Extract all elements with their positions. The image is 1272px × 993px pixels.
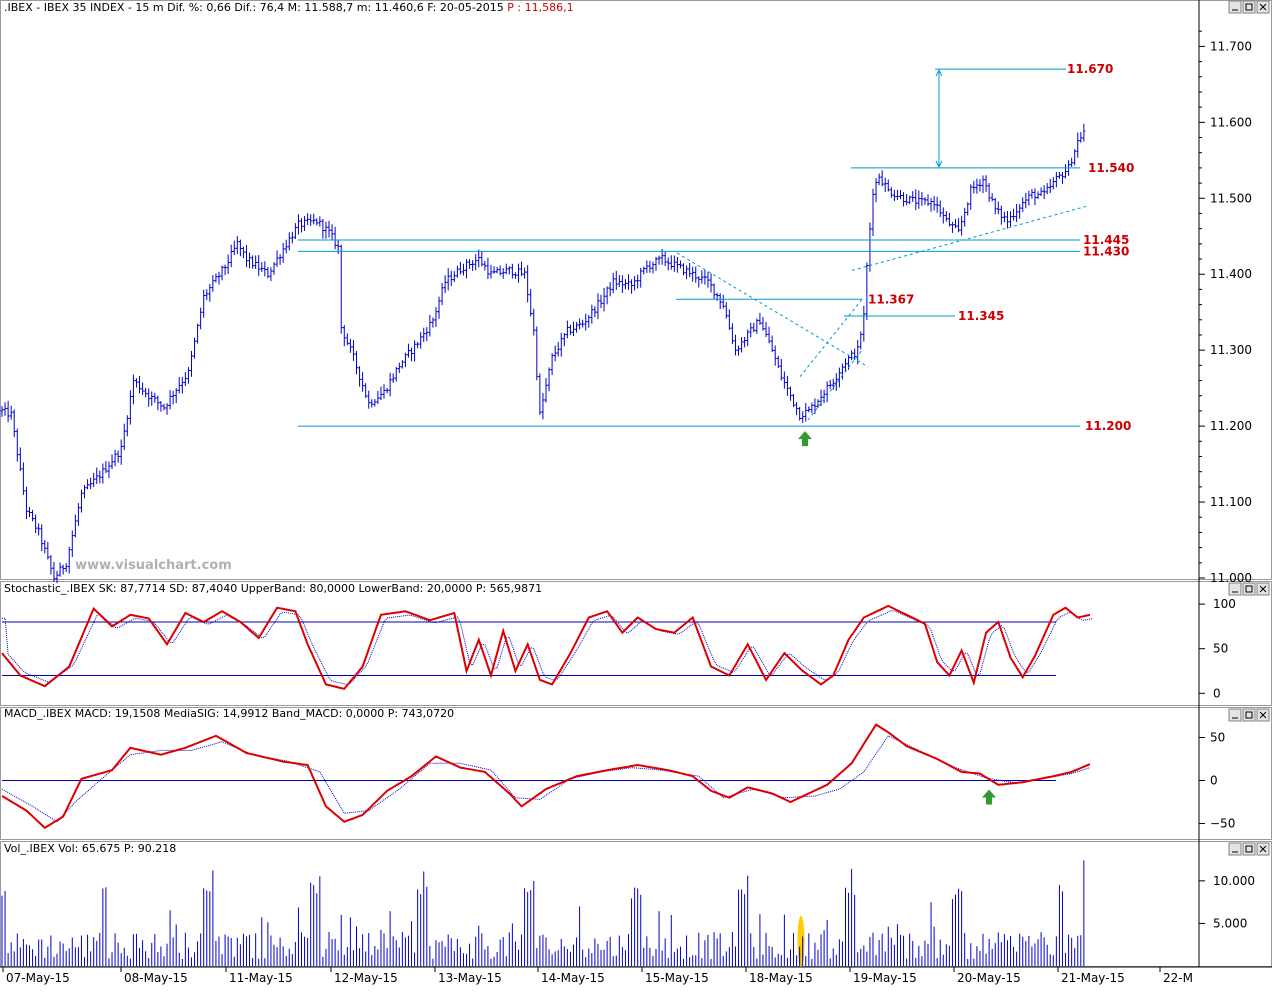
maximize-icon bbox=[1245, 585, 1253, 593]
price-tick-label: 11.500 bbox=[1210, 191, 1252, 205]
date-tick-label: 12-May-15 bbox=[334, 971, 398, 985]
close-icon bbox=[1259, 3, 1267, 11]
price-tick-label: 11.000 bbox=[1210, 571, 1252, 585]
macd-tick-label: 0 bbox=[1210, 774, 1218, 788]
level-label-11.540: 11.540 bbox=[1088, 161, 1134, 175]
date-tick-label: 20-May-15 bbox=[957, 971, 1021, 985]
date-tick-label: 11-May-15 bbox=[229, 971, 293, 985]
maximize-button[interactable] bbox=[1242, 0, 1256, 14]
date-tick-label: 22-M bbox=[1163, 971, 1193, 985]
volume-axis: 10.000 5.000 bbox=[1199, 874, 1255, 930]
date-tick-label: 14-May-15 bbox=[541, 971, 605, 985]
trend-line bbox=[807, 349, 863, 421]
level-label-11.345: 11.345 bbox=[958, 309, 1004, 323]
price-tick-label: 11.600 bbox=[1210, 115, 1252, 129]
stochastic-tick-label: 0 bbox=[1213, 686, 1221, 700]
macd-panel-header: MACD_.IBEX MACD: 19,1508 MediaSIG: 14,99… bbox=[4, 707, 454, 720]
minimize-button[interactable] bbox=[1228, 842, 1242, 856]
level-label-11.200: 11.200 bbox=[1085, 419, 1131, 433]
date-tick-label: 07-May-15 bbox=[6, 971, 70, 985]
level-label-11.430: 11.430 bbox=[1083, 244, 1129, 258]
stochastic-tick-label: 50 bbox=[1213, 642, 1228, 656]
volume-panel-header: Vol_.IBEX Vol: 65.675 P: 90.218 bbox=[4, 842, 176, 855]
volume-plot bbox=[1, 860, 1085, 967]
watermark: www.visualchart.com bbox=[75, 558, 232, 573]
macd-tick-label: −50 bbox=[1210, 817, 1235, 831]
price-tick-label: 11.700 bbox=[1210, 39, 1252, 53]
date-tick-label: 15-May-15 bbox=[645, 971, 709, 985]
stochastic-plot bbox=[1, 604, 1094, 690]
macd-axis: 50 0 −50 bbox=[1199, 730, 1235, 831]
panel-window-buttons[interactable] bbox=[1228, 0, 1270, 856]
date-tick-label: 18-May-15 bbox=[749, 971, 813, 985]
close-icon bbox=[1259, 585, 1267, 593]
trend-line bbox=[851, 205, 1089, 271]
price-header-last: P : 11,586,1 bbox=[507, 1, 573, 14]
volume-highlight bbox=[797, 915, 805, 967]
price-tick-label: 11.200 bbox=[1210, 419, 1252, 433]
stochastic-axis: 100 50 0 bbox=[1199, 597, 1236, 700]
maximize-icon bbox=[1245, 845, 1253, 853]
price-axis: 11.000 11.100 11.200 11.300 11.400 11.500 11.6… bbox=[1199, 30, 1252, 585]
price-tick-label: 11.100 bbox=[1210, 495, 1252, 509]
trend-line bbox=[676, 252, 869, 368]
date-tick-label: 08-May-15 bbox=[124, 971, 188, 985]
minimize-button[interactable] bbox=[1228, 708, 1242, 722]
volume-tick-label: 5.000 bbox=[1213, 916, 1247, 930]
level-label-11.670: 11.670 bbox=[1067, 62, 1113, 76]
maximize-button[interactable] bbox=[1242, 842, 1256, 856]
volume-tick-label: 10.000 bbox=[1213, 874, 1255, 888]
price-header-text: .IBEX - IBEX 35 INDEX - 15 m Dif. %: 0,6… bbox=[4, 1, 507, 14]
price-tick-label: 11.400 bbox=[1210, 267, 1252, 281]
stochastic-panel-header: Stochastic_.IBEX SK: 87,7714 SD: 87,4040… bbox=[4, 582, 542, 595]
macd-line bbox=[1, 723, 1091, 830]
price-tick-label: 11.300 bbox=[1210, 343, 1252, 357]
trend-line bbox=[799, 298, 863, 378]
measured-move-arrowhead-bottom bbox=[935, 160, 943, 169]
macd-tick-label: 50 bbox=[1210, 730, 1225, 744]
stochastic-tick-label: 100 bbox=[1213, 597, 1236, 611]
close-icon bbox=[1259, 711, 1267, 719]
macd-plot bbox=[1, 723, 1091, 830]
price-panel-header: .IBEX - IBEX 35 INDEX - 15 m Dif. %: 0,6… bbox=[4, 1, 574, 14]
stochastic-sd-line bbox=[2, 610, 1094, 686]
macd-signal-line bbox=[1, 735, 1091, 823]
macd-signal-arrow-icon bbox=[982, 789, 996, 805]
measured-move-arrowhead-top bbox=[935, 69, 943, 77]
close-icon bbox=[1259, 845, 1267, 853]
date-tick-label: 21-May-15 bbox=[1061, 971, 1125, 985]
maximize-icon bbox=[1245, 3, 1253, 11]
date-tick-label: 19-May-15 bbox=[853, 971, 917, 985]
buy-signal-arrow-icon bbox=[798, 431, 812, 447]
date-axis: 07-May-15 08-May-15 11-May-15 12-May-15 13-M… bbox=[2, 967, 1193, 985]
minimize-button[interactable] bbox=[1228, 0, 1242, 14]
maximize-button[interactable] bbox=[1242, 708, 1256, 722]
date-tick-label: 13-May-15 bbox=[438, 971, 502, 985]
level-label-11.367: 11.367 bbox=[868, 292, 914, 306]
stochastic-sk-line bbox=[1, 604, 1091, 690]
maximize-icon bbox=[1245, 711, 1253, 719]
level-label-11.445: 11.445 bbox=[1083, 233, 1129, 247]
